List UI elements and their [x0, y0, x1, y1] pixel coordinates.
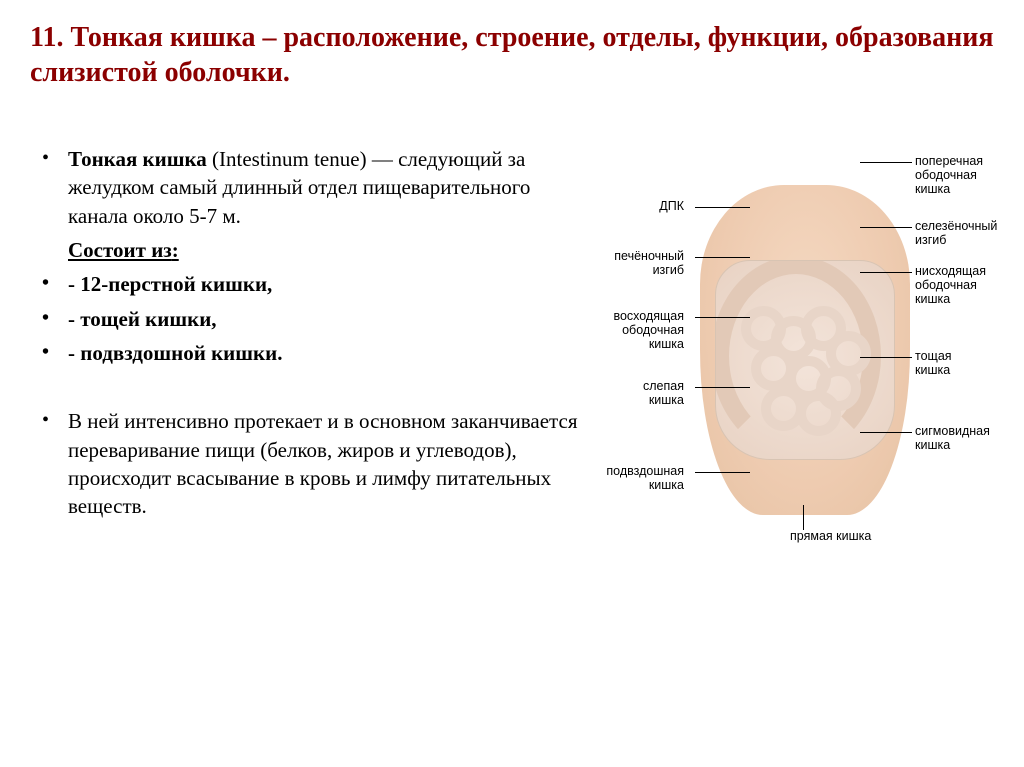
intro-bullet: Тонкая кишка (Intestinum tenue) — следую… — [30, 145, 595, 230]
leader-line-right-3 — [860, 357, 912, 358]
diagram-label-left-3: слепая кишка — [643, 380, 684, 408]
diagram-label-right-3: тощая кишка — [915, 350, 952, 378]
diagram-label-right-4: сигмовидная кишка — [915, 425, 990, 453]
anatomy-diagram: ДПК печёночный изгиб восходящая ободочная … — [605, 145, 994, 625]
intro-bold: Тонкая кишка — [68, 147, 207, 171]
leader-line-left-3 — [695, 387, 750, 388]
diagram-label-left-1: печёночный изгиб — [614, 250, 684, 278]
diagram-label-right-0: поперечная ободочная кишка — [915, 155, 983, 196]
leader-line-right-4 — [860, 432, 912, 433]
label-rectum: прямая кишка — [790, 530, 871, 544]
text-column: Тонкая кишка (Intestinum tenue) — следую… — [30, 145, 595, 625]
intestine-region — [715, 260, 895, 460]
leader-line-left-4 — [695, 472, 750, 473]
leader-line-left-2 — [695, 317, 750, 318]
leader-line-left-1 — [695, 257, 750, 258]
diagram-label-left-2: восходящая ободочная кишка — [613, 310, 684, 351]
function-paragraph: В ней интенсивно протекает и в основном … — [30, 407, 595, 520]
diagram-label-right-2: нисходящая ободочная кишка — [915, 265, 986, 306]
diagram-label-left-0: ДПК — [659, 200, 684, 214]
component-2: - тощей кишки, — [30, 305, 595, 333]
component-1: - 12-перстной кишки, — [30, 270, 595, 298]
leader-line-right-0 — [860, 162, 912, 163]
consists-heading: Состоит из: — [68, 236, 595, 264]
slide-title: 11. Тонкая кишка – расположение, строени… — [30, 20, 994, 90]
content-row: Тонкая кишка (Intestinum tenue) — следую… — [30, 145, 994, 625]
small-intestine — [741, 306, 871, 436]
leader-line-right-2 — [860, 272, 912, 273]
leader-line-left-0 — [695, 207, 750, 208]
diagram-label-right-1: селезёночный изгиб — [915, 220, 997, 248]
diagram-label-left-4: подвздошная кишка — [606, 465, 684, 493]
leader-line-right-1 — [860, 227, 912, 228]
component-3: - подвздошной кишки. — [30, 339, 595, 367]
